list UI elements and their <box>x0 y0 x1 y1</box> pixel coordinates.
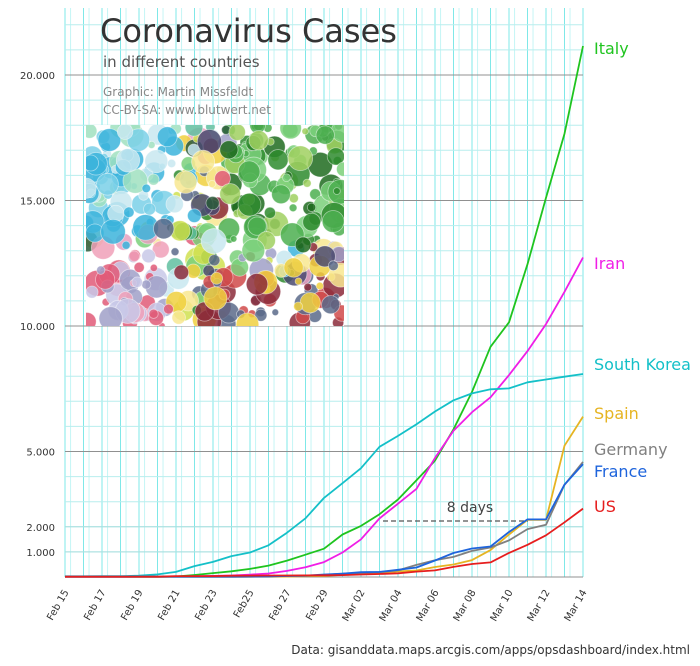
x-tick-label: Feb 27 <box>267 588 293 623</box>
x-axis-ticks: Feb 15 Feb 17 Feb 19 Feb 21 Feb 23 Feb25 Feb 2… <box>45 588 589 624</box>
series-line-us <box>65 507 584 578</box>
colorful-circles-artwork <box>86 125 344 326</box>
y-tick-label: 15.000 <box>20 197 55 208</box>
x-tick-label: Mar 04 <box>378 588 405 624</box>
x-tick-label: Feb 15 <box>45 588 71 623</box>
series-label-iran: Iran <box>594 254 625 273</box>
series-label-spain: Spain <box>594 404 639 423</box>
x-tick-label: Mar 06 <box>415 588 442 624</box>
x-tick-label: Mar 02 <box>341 588 368 624</box>
series-label-us: US <box>594 497 616 516</box>
credit-line-1: Graphic: Martin Missfeldt <box>103 85 253 99</box>
series-label-france: France <box>594 462 647 481</box>
chart-subtitle: in different countries <box>103 53 260 71</box>
x-tick-label: Mar 14 <box>563 588 590 624</box>
credit-line-2: CC-BY-SA: www.blutwert.net <box>103 103 271 117</box>
x-tick-label: Feb 19 <box>119 588 145 623</box>
annotation-label: 8 days <box>447 500 493 516</box>
y-tick-label: 5.000 <box>26 448 55 459</box>
data-source: Data: gisanddata.maps.arcgis.com/apps/op… <box>291 643 690 657</box>
series-label-south-korea: South Korea <box>594 355 691 374</box>
x-tick-label: Feb 23 <box>193 588 219 623</box>
y-tick-label: 10.000 <box>20 322 55 333</box>
y-tick-label: 20.000 <box>20 71 55 82</box>
y-axis-ticks: 1.000 2.000 5.000 10.000 15.000 20.000 <box>20 71 55 559</box>
x-tick-label: Feb 17 <box>82 588 108 623</box>
series-label-germany: Germany <box>594 440 668 459</box>
series-lines <box>65 45 584 578</box>
series-label-italy: Italy <box>594 39 629 58</box>
x-tick-label: Feb25 <box>232 588 257 620</box>
chart-title: Coronavirus Cases <box>100 12 397 50</box>
y-tick-label: 2.000 <box>26 523 55 534</box>
y-tick-label: 1.000 <box>26 548 55 559</box>
series-line-south-korea <box>65 373 584 578</box>
x-tick-label: Mar 12 <box>526 588 553 624</box>
x-tick-label: Mar 08 <box>452 588 479 624</box>
series-labels: Italy Iran South Korea Spain Germany France US <box>594 39 691 516</box>
x-tick-label: Feb 29 <box>304 588 330 623</box>
x-tick-label: Mar 10 <box>489 588 516 624</box>
x-tick-label: Feb 21 <box>156 588 182 623</box>
